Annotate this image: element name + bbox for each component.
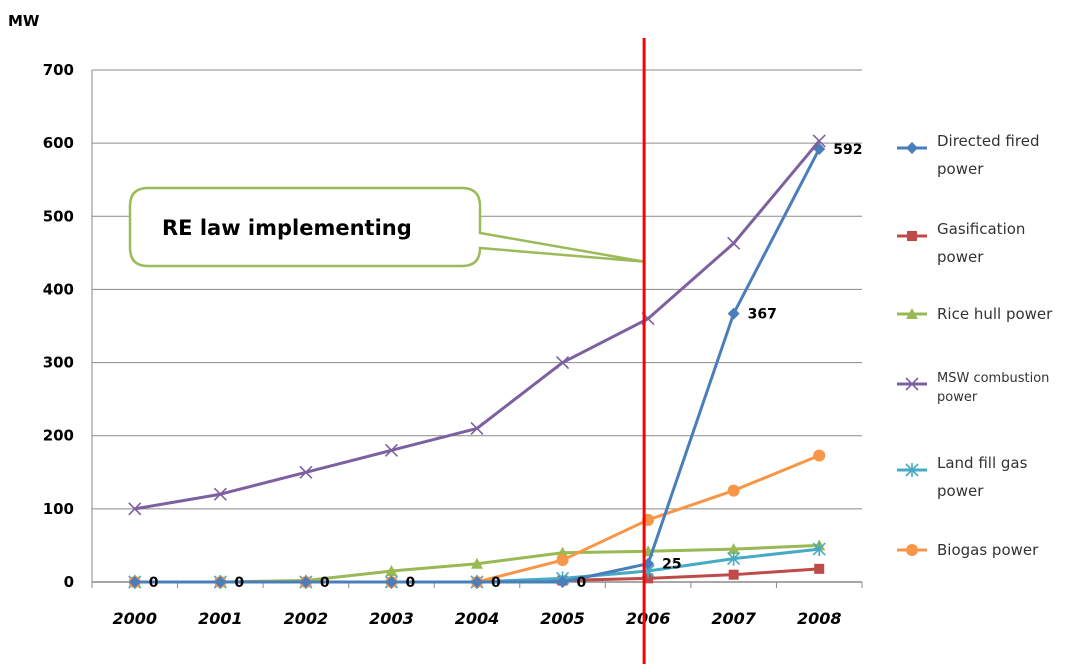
x-tick-label: 2007: [711, 609, 756, 628]
annotation-callout: RE law implementing: [128, 186, 645, 268]
legend-label-line: MSW combustion: [937, 371, 1049, 386]
data-label: 25: [662, 557, 681, 573]
x-tick-label: 2004: [455, 609, 500, 628]
data-point: [727, 236, 741, 250]
legend-label: Directed fired power: [937, 132, 1039, 178]
data-point: [470, 421, 484, 435]
legend-label: MSW combustion power: [937, 371, 1049, 405]
x-tick-label: 2000: [113, 609, 158, 628]
data-label: 0: [149, 575, 159, 591]
data-label: 0: [234, 575, 244, 591]
data-label: 0: [577, 575, 587, 591]
legend-label: Biogas power: [937, 541, 1039, 559]
series-4: [128, 134, 826, 516]
data-point: [906, 308, 918, 319]
y-tick-label: 300: [43, 354, 74, 372]
data-point: [905, 377, 919, 391]
legend-label: Rice hull power: [937, 305, 1053, 323]
data-point: [471, 557, 483, 569]
data-label: 367: [748, 307, 777, 323]
axes: [91, 70, 863, 588]
x-tick-label: 2006: [626, 609, 671, 628]
callout-text: RE law implementing: [162, 216, 412, 240]
y-tick-label: 100: [43, 500, 74, 518]
data-label: 592: [833, 142, 862, 158]
data-label: 0: [491, 575, 501, 591]
data-point: [299, 576, 312, 588]
data-point: [906, 142, 918, 154]
y-tick-label: 200: [43, 427, 74, 445]
y-tick-label: 500: [43, 207, 74, 225]
legend-label-line: power: [937, 482, 984, 500]
legend-item: MSW combustion power: [897, 371, 1049, 405]
data-point: [214, 576, 227, 588]
data-point: [385, 565, 398, 577]
legend-label-line: Biogas power: [937, 541, 1039, 559]
data-labels: 0 0 0 0 0 0 25 367 592: [149, 142, 863, 591]
data-point: [128, 576, 141, 588]
series-group: [128, 134, 826, 589]
legend-label-line: Gasification: [937, 220, 1025, 238]
y-tick-label: 0: [64, 573, 74, 591]
data-point: [812, 542, 826, 557]
data-point: [299, 465, 313, 479]
data-point: [813, 449, 826, 462]
legend: Directed fired power Gasification power Rice…: [897, 132, 1053, 559]
legend-label-line: power: [937, 160, 984, 178]
legend-item: Directed fired power: [897, 132, 1039, 178]
legend-label-line: power: [937, 390, 978, 405]
x-tick-label: 2008: [797, 609, 842, 628]
callout-bubble: [128, 186, 645, 268]
legend-item: Land fill gas power: [897, 454, 1028, 500]
y-tick-label: 600: [43, 134, 74, 152]
data-point: [727, 307, 740, 320]
data-point: [643, 573, 654, 584]
data-point: [907, 231, 917, 241]
data-point: [727, 551, 741, 566]
legend-label: Land fill gas power: [937, 454, 1028, 500]
legend-item: Rice hull power: [897, 305, 1053, 323]
data-point: [905, 463, 919, 477]
legend-item: Gasification power: [897, 220, 1025, 266]
legend-label-line: power: [937, 248, 984, 266]
data-point: [906, 544, 918, 556]
x-tick-labels: 2000 2001 2002 2003 2004 2005 2006 2007 2008: [113, 609, 842, 628]
data-point: [556, 554, 569, 567]
data-label: 0: [320, 575, 330, 591]
legend-label-line: Rice hull power: [937, 305, 1053, 323]
y-tick-label: 400: [43, 280, 74, 298]
legend-label-line: Directed fired: [937, 132, 1039, 150]
data-point: [385, 576, 398, 588]
data-point: [555, 356, 570, 370]
data-label: 0: [405, 575, 415, 591]
data-point: [471, 576, 483, 588]
data-point: [727, 484, 740, 497]
x-tick-label: 2005: [540, 609, 585, 628]
y-tick-label: 700: [43, 61, 74, 79]
y-axis-label: MW: [8, 12, 40, 30]
legend-label-line: Land fill gas: [937, 454, 1028, 472]
x-tick-label: 2002: [284, 609, 329, 628]
data-point: [128, 502, 142, 516]
data-point: [556, 576, 569, 588]
data-point: [384, 443, 399, 457]
legend-item: Biogas power: [897, 541, 1039, 559]
x-tick-label: 2003: [369, 609, 414, 628]
data-point: [213, 487, 227, 501]
legend-label: Gasification power: [937, 220, 1025, 266]
data-point: [727, 543, 740, 555]
x-tick-label: 2001: [198, 609, 243, 628]
y-tick-labels: 0 100 200 300 400 500 600 700: [43, 61, 74, 591]
data-point: [728, 569, 739, 580]
data-point: [814, 563, 825, 574]
data-point: [812, 134, 826, 148]
